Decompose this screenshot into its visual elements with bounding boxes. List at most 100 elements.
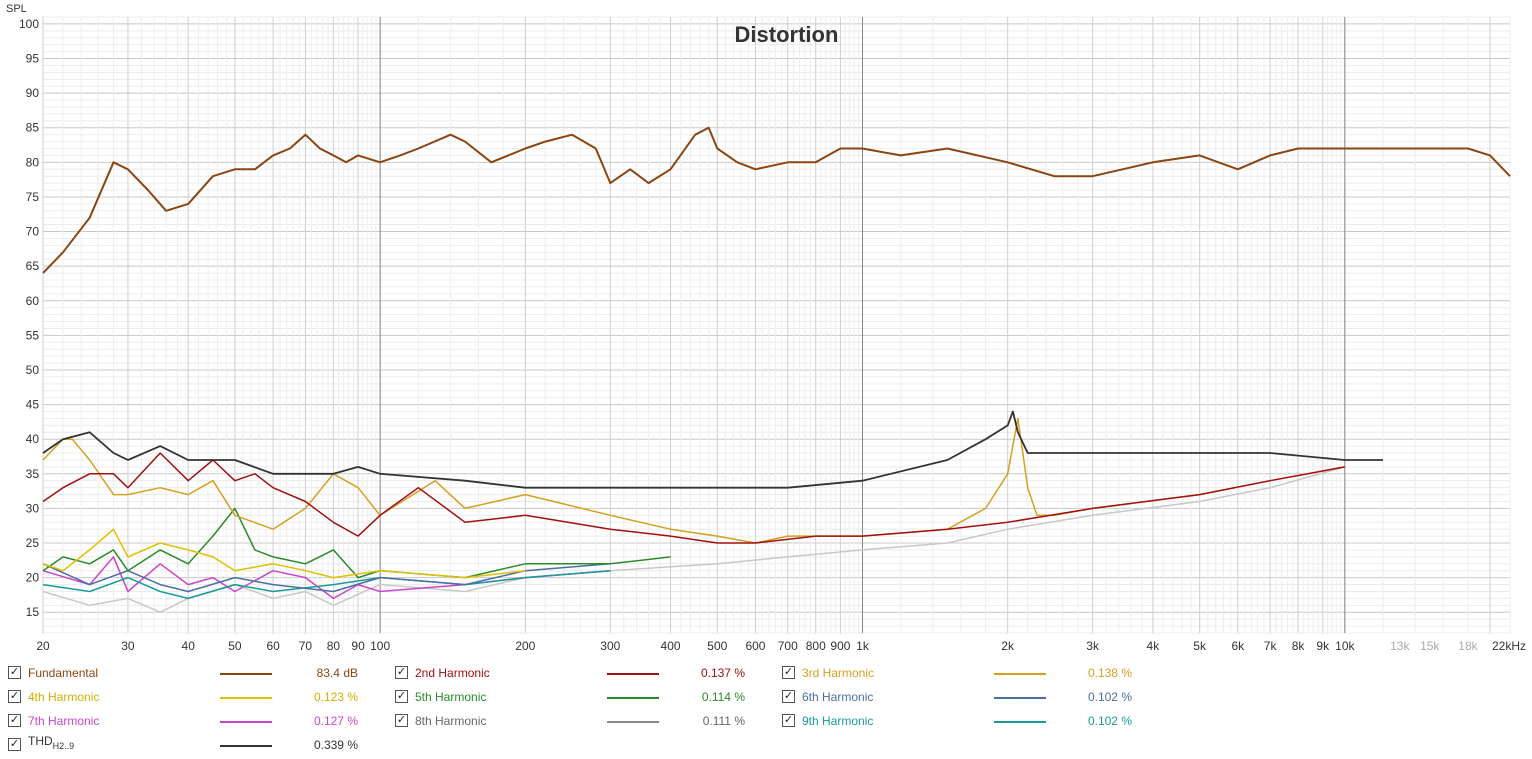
- legend-label: 6th Harmonic: [802, 690, 874, 704]
- legend-label: 2nd Harmonic: [415, 666, 490, 680]
- legend-swatch: [607, 673, 659, 675]
- legend-label: 8th Harmonic: [415, 714, 487, 728]
- y-tick-label: 15: [26, 605, 40, 619]
- checkbox-6th-harmonic[interactable]: ✓: [782, 690, 795, 703]
- x-tick-label: 13k: [1390, 639, 1410, 653]
- y-tick-label: 70: [26, 225, 40, 239]
- legend-value: 0.138 %: [1087, 666, 1132, 680]
- legend-swatch: [994, 673, 1046, 675]
- legend-panel: ✓ Fundamental 83.4 dB ✓ 2nd Harmonic 0.1…: [0, 660, 1532, 759]
- legend-swatch: [994, 697, 1046, 699]
- x-tick-label: 18k: [1458, 639, 1478, 653]
- x-tick-label: 10k: [1335, 639, 1355, 653]
- legend-item-thd[interactable]: ✓ THDH2..9 0.339 %: [8, 734, 368, 756]
- chart-title: Distortion: [735, 22, 839, 47]
- thd-label-main: THD: [28, 734, 53, 748]
- y-tick-label: 30: [26, 501, 40, 515]
- series-line-8th-harmonic: [42, 466, 1346, 613]
- y-tick-label: 80: [26, 155, 40, 169]
- x-tick-label: 60: [266, 639, 280, 653]
- checkbox-7th-harmonic[interactable]: ✓: [8, 714, 21, 727]
- x-tick-label: 500: [707, 639, 727, 653]
- legend-value: 0.102 %: [1087, 714, 1132, 728]
- legend-value: 83.4 dB: [316, 666, 358, 680]
- legend-label: 3rd Harmonic: [802, 666, 875, 680]
- legend-label: 5th Harmonic: [415, 690, 487, 704]
- x-tick-label: 3k: [1086, 639, 1100, 653]
- x-tick-label: 900: [830, 639, 850, 653]
- checkbox-thd[interactable]: ✓: [8, 738, 21, 751]
- series-line-3rd-harmonic: [42, 417, 1345, 544]
- x-tick-label: 8k: [1292, 639, 1306, 653]
- series-line-2nd-harmonic: [42, 452, 1345, 544]
- x-tick-label: 2k: [1001, 639, 1015, 653]
- x-tick-label: 200: [515, 639, 535, 653]
- y-tick-label: 100: [19, 17, 39, 31]
- y-tick-label: 60: [26, 294, 40, 308]
- legend-value: 0.127 %: [313, 714, 358, 728]
- x-tick-label: 70: [299, 639, 313, 653]
- x-tick-label: 5k: [1193, 639, 1207, 653]
- y-tick-label: 85: [26, 121, 40, 135]
- x-tick-label: 22kHz: [1492, 639, 1526, 653]
- checkbox-3rd-harmonic[interactable]: ✓: [782, 666, 795, 679]
- legend-item-3rd-harmonic[interactable]: ✓ 3rd Harmonic 0.138 %: [782, 662, 1142, 684]
- distortion-chart: 100 95 90 85 80 75 70 65 60 55 50 45 40 35 30 25 20 15 SPL…: [6, 3, 1526, 653]
- legend-value: 0.137 %: [700, 666, 745, 680]
- legend-label: THDH2..9: [28, 734, 75, 751]
- checkbox-fundamental[interactable]: ✓: [8, 666, 21, 679]
- series-line-4th-harmonic: [42, 528, 526, 579]
- y-tick-label: 45: [26, 398, 40, 412]
- x-tick-label: 90: [351, 639, 365, 653]
- series-line-fundamental: [42, 126, 1511, 274]
- x-tick-label: 800: [806, 639, 826, 653]
- legend-item-fundamental[interactable]: ✓ Fundamental 83.4 dB: [8, 662, 368, 684]
- y-tick-label: 90: [26, 86, 40, 100]
- x-tick-label: 50: [228, 639, 242, 653]
- y-tick-label: 40: [26, 432, 40, 446]
- checkbox-4th-harmonic[interactable]: ✓: [8, 690, 21, 703]
- y-tick-label: 55: [26, 328, 40, 342]
- legend-item-9th-harmonic[interactable]: ✓ 9th Harmonic 0.102 %: [782, 710, 1142, 732]
- x-tick-label: 600: [745, 639, 765, 653]
- checkbox-8th-harmonic[interactable]: ✓: [395, 714, 408, 727]
- x-tick-label: 1k: [856, 639, 870, 653]
- legend-value: 0.339 %: [313, 738, 358, 752]
- legend-item-6th-harmonic[interactable]: ✓ 6th Harmonic 0.102 %: [782, 686, 1142, 708]
- legend-swatch: [220, 721, 272, 723]
- legend-label: 9th Harmonic: [802, 714, 874, 728]
- legend-value: 0.111 %: [702, 714, 745, 728]
- checkbox-5th-harmonic[interactable]: ✓: [395, 690, 408, 703]
- y-tick-label: 35: [26, 467, 40, 481]
- legend-item-8th-harmonic[interactable]: ✓ 8th Harmonic 0.111 %: [395, 710, 755, 732]
- x-tick-label: 15k: [1420, 639, 1440, 653]
- legend-item-7th-harmonic[interactable]: ✓ 7th Harmonic 0.127 %: [8, 710, 368, 732]
- legend-item-5th-harmonic[interactable]: ✓ 5th Harmonic 0.114 %: [395, 686, 755, 708]
- checkbox-2nd-harmonic[interactable]: ✓: [395, 666, 408, 679]
- x-tick-label: 100: [370, 639, 390, 653]
- legend-label: Fundamental: [28, 666, 99, 680]
- legend-item-4th-harmonic[interactable]: ✓ 4th Harmonic 0.123 %: [8, 686, 368, 708]
- thd-label-sub: H2..9: [52, 741, 75, 751]
- legend-swatch: [220, 697, 272, 699]
- x-tick-label: 7k: [1264, 639, 1278, 653]
- legend-swatch: [220, 745, 272, 747]
- y-tick-label: 65: [26, 259, 40, 273]
- legend-swatch: [607, 697, 659, 699]
- legend-label: 4th Harmonic: [28, 690, 100, 704]
- legend-swatch: [220, 673, 272, 675]
- series-line-9th-harmonic: [42, 569, 611, 600]
- x-tick-label: 700: [778, 639, 798, 653]
- series-line-6th-harmonic: [42, 563, 611, 593]
- x-tick-label: 300: [600, 639, 620, 653]
- checkbox-9th-harmonic[interactable]: ✓: [782, 714, 795, 727]
- legend-item-2nd-harmonic[interactable]: ✓ 2nd Harmonic 0.137 %: [395, 662, 755, 684]
- y-tick-label: 75: [26, 190, 40, 204]
- legend-value: 0.123 %: [313, 690, 358, 704]
- legend-label: 7th Harmonic: [28, 714, 100, 728]
- x-tick-label: 80: [327, 639, 341, 653]
- legend-swatch: [607, 721, 659, 723]
- x-tick-label: 400: [661, 639, 681, 653]
- y-tick-label: 95: [26, 52, 40, 66]
- y-tick-label: 25: [26, 536, 40, 550]
